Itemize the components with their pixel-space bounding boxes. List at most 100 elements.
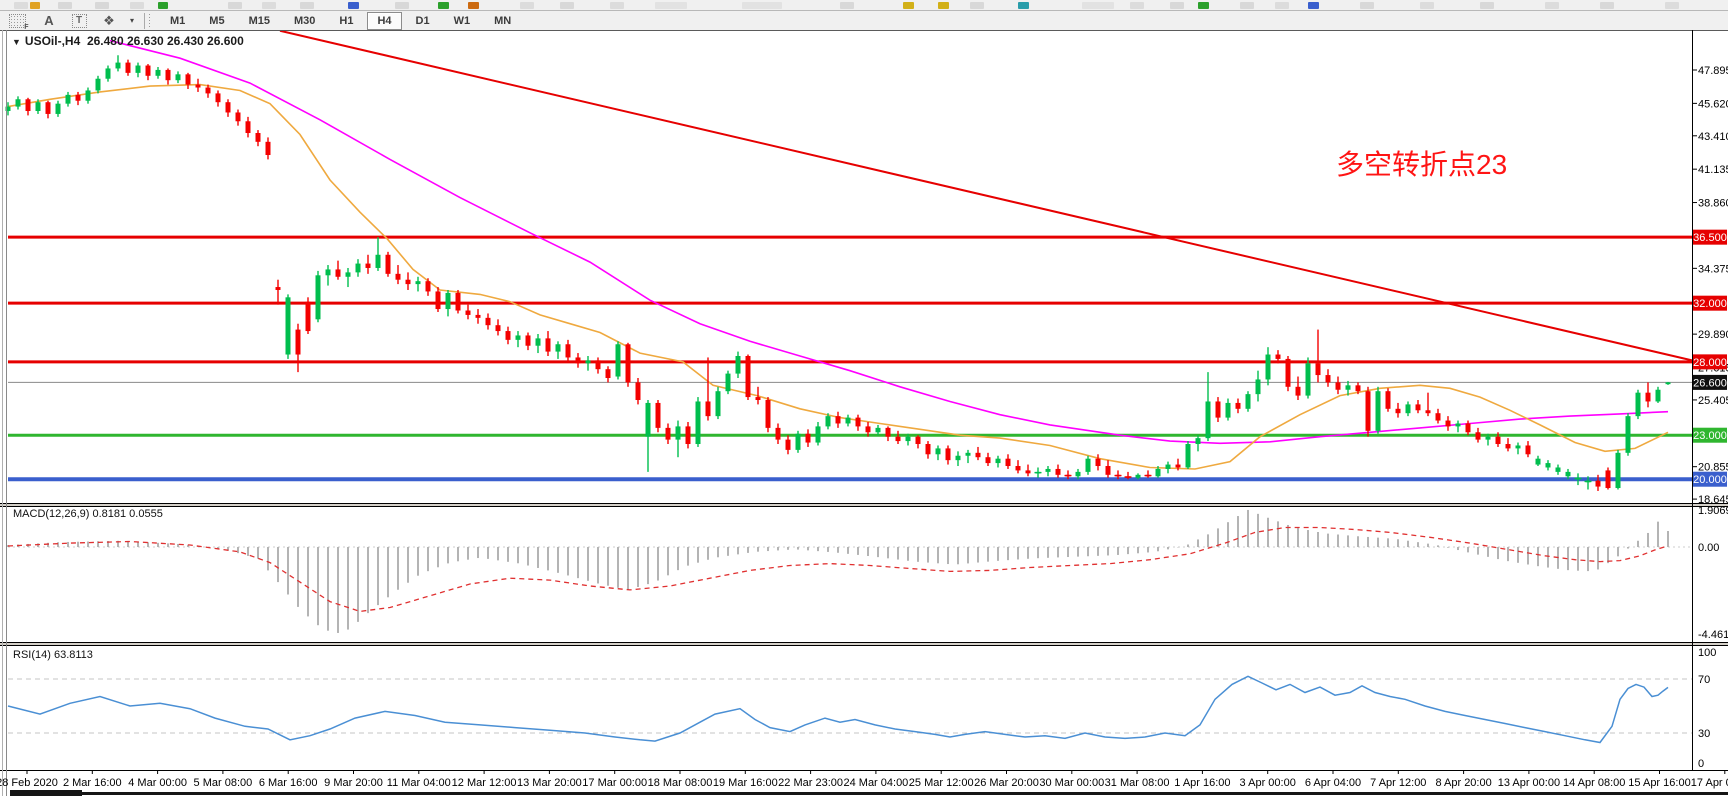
svg-text:1 Apr 16:00: 1 Apr 16:00 <box>1174 777 1230 789</box>
svg-text:7 Apr 12:00: 7 Apr 12:00 <box>1370 777 1426 789</box>
clipped-toolbar-icon <box>1480 2 1494 9</box>
clipped-toolbar-icon <box>655 2 687 9</box>
clipped-toolbar-icon <box>228 2 242 9</box>
svg-text:6 Mar 16:00: 6 Mar 16:00 <box>259 777 318 789</box>
clipped-toolbar-icon <box>1308 2 1319 9</box>
clipped-toolbar-icon <box>14 2 28 9</box>
clipped-toolbar-icon <box>262 2 276 9</box>
svg-text:70: 70 <box>1698 674 1710 686</box>
text-label-tool-icon[interactable]: T <box>64 12 94 29</box>
price-axis-badges: 36.500 32.000 28.000 26.600 23.000 20.000 <box>1693 229 1727 487</box>
fast-ma-line <box>7 83 1669 470</box>
clipped-toolbar-icon <box>610 2 624 9</box>
timeframe-button-W1[interactable]: W1 <box>453 14 471 27</box>
svg-text:17 Mar 00:00: 17 Mar 00:00 <box>582 777 647 789</box>
clipped-toolbar-icon <box>1360 2 1374 9</box>
clipped-toolbar-icon <box>903 2 914 9</box>
timeframe-button-H4[interactable]: H4 <box>367 11 402 30</box>
svg-text:-4.4614: -4.4614 <box>1698 629 1728 641</box>
svg-text:25 Mar 12:00: 25 Mar 12:00 <box>909 777 974 789</box>
drawing-tools-group: F A T ❖ ▾ <box>0 12 138 31</box>
svg-text:31 Mar 08:00: 31 Mar 08:00 <box>1105 777 1170 789</box>
horizontal-level-lines[interactable] <box>8 235 1692 482</box>
time-axis[interactable]: 28 Feb 2020 2 Mar 16:00 4 Mar 00:00 5 Mar 0… <box>0 770 1728 789</box>
timeframe-button-M15[interactable]: M15 <box>248 14 270 27</box>
chart-window: 47.895 45.620 43.410 41.135 38.860 34.375 29.8… <box>0 30 1728 796</box>
timeframe-button-M30[interactable]: M30 <box>293 14 316 27</box>
clipped-toolbar-icon <box>970 2 984 9</box>
macd-indicator-label: MACD(12,26,9) 0.8181 0.0555 <box>13 508 163 520</box>
svg-text:32.000: 32.000 <box>1693 298 1727 310</box>
svg-text:38.860: 38.860 <box>1698 198 1728 210</box>
symbol-period-label: USOil-,H4 <box>24 34 81 48</box>
clipped-toolbar-icon <box>1082 2 1114 9</box>
svg-text:8 Apr 20:00: 8 Apr 20:00 <box>1435 777 1491 789</box>
arrow-tools-caret-icon[interactable]: ▾ <box>129 16 134 25</box>
chart-title[interactable]: ▼ USOil-,H4 26.480 26.630 26.430 26.600 <box>12 34 244 48</box>
clipped-toolbar-icon <box>95 2 109 9</box>
svg-text:6 Apr 04:00: 6 Apr 04:00 <box>1305 777 1361 789</box>
price-chart-canvas[interactable]: 47.895 45.620 43.410 41.135 38.860 34.375 29.8… <box>0 30 1728 796</box>
clipped-toolbar-icon <box>1018 2 1029 9</box>
timeframe-button-M1[interactable]: M1 <box>170 14 186 27</box>
ohlc-values: 26.480 26.630 26.430 26.600 <box>86 34 244 48</box>
svg-text:12 Mar 12:00: 12 Mar 12:00 <box>452 777 517 789</box>
insert-text-icon[interactable]: A <box>44 13 54 28</box>
clipped-toolbar-icon <box>560 2 574 9</box>
clipped-toolbar-icon <box>395 2 409 9</box>
macd-pane[interactable] <box>7 509 1692 633</box>
clipped-toolbar-icon <box>742 2 782 9</box>
clipped-toolbar-icon <box>1600 2 1614 9</box>
toolbar-drag-handle-icon[interactable] <box>148 13 152 28</box>
clipped-toolbar-icon <box>158 2 168 9</box>
svg-text:3 Apr 00:00: 3 Apr 00:00 <box>1240 777 1296 789</box>
clipped-toolbar-icon <box>300 2 314 9</box>
rsi-pane[interactable] <box>7 675 1692 744</box>
svg-text:26.600: 26.600 <box>1693 377 1727 389</box>
timeframe-button-H1[interactable]: H1 <box>339 14 354 27</box>
svg-text:36.500: 36.500 <box>1693 232 1727 244</box>
clipped-toolbar-icon <box>1420 2 1434 9</box>
svg-text:18 Mar 08:00: 18 Mar 08:00 <box>648 777 713 789</box>
clipped-toolbar-icon <box>58 2 72 9</box>
svg-text:30: 30 <box>1698 728 1710 740</box>
clipped-toolbar-icon <box>130 2 144 9</box>
svg-text:19 Mar 16:00: 19 Mar 16:00 <box>713 777 778 789</box>
svg-text:28 Feb 2020: 28 Feb 2020 <box>0 777 58 789</box>
svg-text:23.000: 23.000 <box>1693 430 1727 442</box>
candles[interactable] <box>5 55 1671 491</box>
svg-text:14 Apr 08:00: 14 Apr 08:00 <box>1563 777 1625 789</box>
svg-text:29.890: 29.890 <box>1698 329 1728 341</box>
svg-text:11 Mar 04:00: 11 Mar 04:00 <box>387 777 451 789</box>
svg-text:5 Mar 08:00: 5 Mar 08:00 <box>194 777 253 789</box>
svg-text:20.000: 20.000 <box>1693 474 1727 486</box>
svg-text:41.135: 41.135 <box>1698 164 1728 176</box>
crosshair-grid-icon[interactable]: F <box>0 12 34 31</box>
clipped-toolbar-icon <box>1275 2 1289 9</box>
toolbar-separator <box>144 12 145 29</box>
clipped-toolbar-icon <box>438 2 449 9</box>
chart-dropdown-icon[interactable]: ▼ <box>12 37 21 47</box>
clipped-toolbar-icon <box>1240 2 1254 9</box>
macd-signal-line <box>7 526 1669 613</box>
clipped-toolbar-icon <box>348 2 359 9</box>
timeframe-button-M5[interactable]: M5 <box>209 14 225 27</box>
svg-text:26 Mar 20:00: 26 Mar 20:00 <box>974 777 1039 789</box>
svg-text:24 Mar 04:00: 24 Mar 04:00 <box>843 777 908 789</box>
clipped-toolbar-icon <box>30 2 40 9</box>
rsi-line <box>7 675 1669 744</box>
clipped-toolbar-icon <box>1665 2 1679 9</box>
arrow-tools-icon[interactable]: ❖ <box>103 12 115 28</box>
svg-text:0: 0 <box>1698 758 1704 770</box>
timeframe-button-D1[interactable]: D1 <box>415 14 430 27</box>
clipped-toolbar-icon <box>1198 2 1209 9</box>
svg-text:2 Mar 16:00: 2 Mar 16:00 <box>63 777 122 789</box>
clipped-toolbar-icon <box>520 2 534 9</box>
slow-ma-line <box>109 39 1669 445</box>
toolbar: F A T ❖ ▾ M1 M5 M15 M30 H1 H4 D1 W1 MN <box>0 11 1728 31</box>
svg-text:43.410: 43.410 <box>1698 131 1728 143</box>
timeframe-button-MN[interactable]: MN <box>494 14 512 27</box>
trendline[interactable] <box>279 30 1693 362</box>
svg-text:1.9069: 1.9069 <box>1698 505 1728 517</box>
svg-text:13 Apr 00:00: 13 Apr 00:00 <box>1498 777 1560 789</box>
